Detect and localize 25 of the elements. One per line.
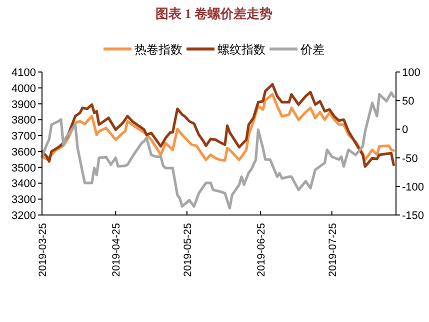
y2-tick-label: -50 [402, 152, 418, 165]
y-tick-label: 3800 [12, 114, 36, 127]
y2-tick-label: 50 [402, 96, 414, 108]
y-tick-label: 3500 [12, 162, 36, 174]
x-tick-label: 2019-05-25 [182, 222, 194, 277]
x-tick-label: 2019-03-25 [37, 222, 49, 277]
y2-tick-label: -150 [402, 210, 424, 222]
x-tick-label: 2019-06-25 [256, 222, 268, 277]
y-tick-label: 4000 [12, 82, 36, 95]
y-tick-label: 3900 [12, 98, 36, 111]
y2-tick-label: 0 [402, 124, 408, 136]
legend-label: 热卷指数 [134, 42, 182, 56]
x-tick-label: 2019-07-25 [326, 222, 339, 277]
y-tick-label: 4100 [12, 67, 36, 79]
y-tick-label: 3700 [12, 130, 36, 143]
y-tick-label: 3600 [12, 146, 36, 158]
legend-label: 价差 [300, 42, 324, 56]
legend-label: 螺纹指数 [218, 42, 266, 56]
y-tick-label: 3300 [12, 194, 36, 206]
title: 图表 1 卷螺价差走势 [156, 6, 272, 21]
x-tick-label: 2019-04-25 [110, 222, 123, 277]
y-tick-label: 3400 [12, 178, 36, 190]
y2-tick-label: -100 [402, 181, 424, 194]
y-tick-label: 3200 [12, 210, 36, 222]
y2-tick-label: 100 [402, 67, 420, 79]
